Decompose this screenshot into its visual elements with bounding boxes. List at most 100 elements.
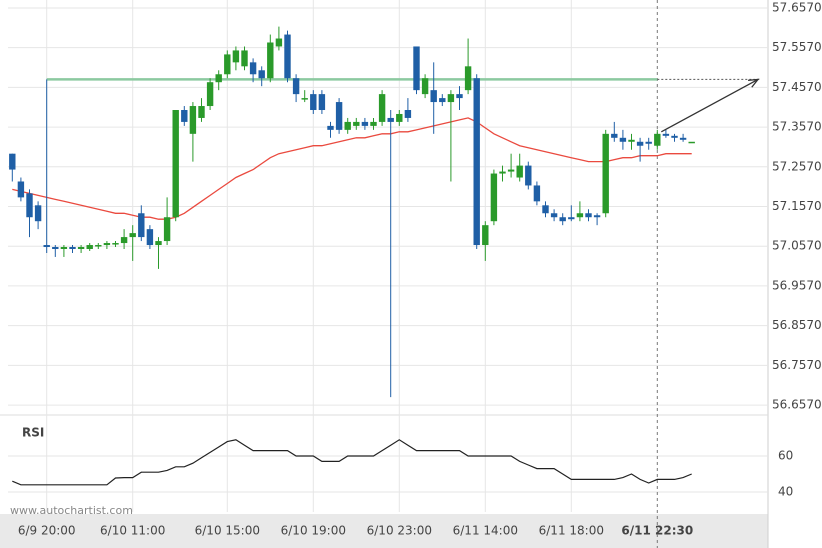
x-tick-label: 6/11 14:00 xyxy=(453,524,518,538)
candle-body xyxy=(52,247,59,249)
candle-body xyxy=(232,50,240,63)
candle-body xyxy=(17,181,25,198)
candle-body xyxy=(387,117,394,122)
candle-body xyxy=(155,241,162,246)
candle-body xyxy=(619,137,627,142)
candle-body xyxy=(241,50,248,67)
x-tick-label: 6/10 19:00 xyxy=(281,524,346,538)
y-tick-label: 57.4570 xyxy=(772,80,822,94)
candle-body xyxy=(464,66,472,91)
candle-body xyxy=(335,102,343,130)
watermark: www.autochartist.com xyxy=(10,504,133,517)
candle-body xyxy=(404,110,412,118)
candle-body xyxy=(43,245,50,248)
candle-body xyxy=(77,247,85,249)
candle-body xyxy=(559,217,566,222)
candle-body xyxy=(146,229,154,246)
candle-body xyxy=(172,110,179,218)
candle-body xyxy=(189,106,197,134)
candle-body xyxy=(396,113,403,122)
candle-body xyxy=(138,213,145,238)
candle-body xyxy=(215,74,222,83)
candle-body xyxy=(525,165,532,186)
candle-body xyxy=(628,139,635,142)
candle-body xyxy=(679,137,687,140)
candle-body xyxy=(370,121,377,126)
candle-body xyxy=(473,78,480,246)
y-tick-label: 57.3570 xyxy=(772,120,822,134)
candle-body xyxy=(585,213,592,218)
y-tick-label: 57.2570 xyxy=(772,159,822,173)
candle-body xyxy=(95,245,102,247)
candle-body xyxy=(533,185,541,202)
candle-body xyxy=(430,90,437,103)
projection-arrow xyxy=(660,78,759,133)
x-axis-strip xyxy=(0,514,768,548)
candle-body xyxy=(69,247,76,249)
candle-body xyxy=(499,171,506,174)
candle-body xyxy=(112,243,119,245)
candle-body xyxy=(353,121,360,126)
candle-body xyxy=(284,34,291,79)
x-tick-label: 6/10 23:00 xyxy=(367,524,432,538)
candle-body xyxy=(645,141,652,144)
candle-body xyxy=(568,217,575,220)
x-tick-label: 6/10 11:00 xyxy=(100,524,165,538)
candle-body xyxy=(129,233,136,238)
candle-body xyxy=(249,62,257,75)
candle-body xyxy=(671,135,678,138)
candle-body xyxy=(267,42,274,79)
candle-body xyxy=(206,82,214,107)
rsi-tick-label: 40 xyxy=(778,485,793,499)
candle-body xyxy=(26,193,33,218)
candle-body xyxy=(654,133,661,146)
candle-body xyxy=(292,78,300,95)
candle-body xyxy=(602,133,609,214)
candle-body xyxy=(636,141,644,146)
candle-body xyxy=(86,245,93,249)
candle-body xyxy=(688,141,695,144)
candle-body xyxy=(60,247,68,249)
candle-body xyxy=(163,217,171,242)
candle-body xyxy=(593,215,601,218)
rsi-tick-label: 60 xyxy=(778,449,793,463)
candle-body xyxy=(310,94,317,111)
y-tick-label: 56.9570 xyxy=(772,278,822,292)
y-tick-label: 56.7570 xyxy=(772,358,822,372)
candle-body xyxy=(318,94,326,111)
y-tick-label: 56.8570 xyxy=(772,318,822,332)
candle-body xyxy=(447,94,455,103)
y-tick-label: 56.6570 xyxy=(772,398,822,412)
candle-body xyxy=(413,46,420,91)
rsi-line xyxy=(12,439,692,486)
candle-body xyxy=(456,94,463,99)
candle-body xyxy=(611,133,618,138)
candle-body xyxy=(507,169,515,172)
y-tick-label: 57.5570 xyxy=(772,40,822,54)
candle-body xyxy=(181,110,188,122)
x-tick-label: 6/9 20:00 xyxy=(18,524,76,538)
candle-body xyxy=(421,78,429,95)
candle-body xyxy=(301,98,308,100)
moving-average xyxy=(12,117,692,220)
candle-body xyxy=(34,205,42,222)
candle-body xyxy=(490,173,498,222)
candle-body xyxy=(224,54,231,75)
arrow-head xyxy=(747,78,760,88)
candle-body xyxy=(275,38,283,47)
candle-body xyxy=(482,225,489,246)
candle-body xyxy=(516,165,523,178)
candle-body xyxy=(662,133,670,136)
candle-body xyxy=(550,213,558,218)
x-tick-label: 6/11 18:00 xyxy=(539,524,604,538)
y-tick-label: 57.0570 xyxy=(772,239,822,253)
x-tick-label: 6/10 15:00 xyxy=(195,524,260,538)
candle-body xyxy=(542,205,549,214)
candle-body xyxy=(198,106,205,118)
candle-body xyxy=(576,213,584,218)
candle-body xyxy=(361,121,369,126)
candle-body xyxy=(439,98,446,103)
candle-body xyxy=(103,243,111,246)
